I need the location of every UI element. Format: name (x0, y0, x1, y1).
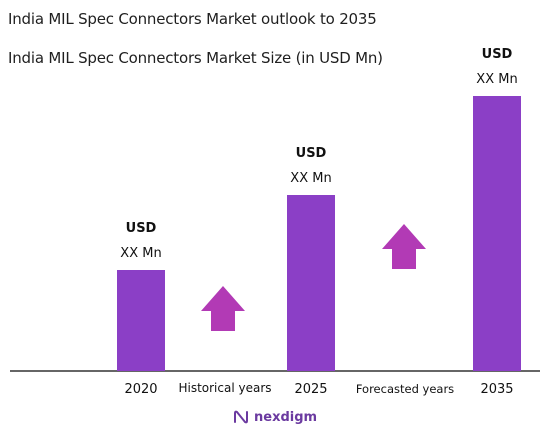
value-label-amount-2020: XX Mn (120, 246, 161, 261)
value-label-unit-2025: USD (296, 146, 327, 161)
period-label-historical: Historical years (178, 381, 271, 395)
brand-logo: nexdigm (233, 409, 317, 425)
bar-2035 (473, 96, 521, 371)
x-tick-label-2035: 2035 (480, 382, 513, 397)
value-label-unit-2035: USD (482, 47, 513, 62)
x-tick-label-2020: 2020 (124, 382, 157, 397)
period-label-forecasted: Forecasted years (356, 382, 454, 396)
value-label-amount-2035: XX Mn (476, 72, 517, 87)
chart-title: India MIL Spec Connectors Market outlook… (8, 10, 377, 28)
nexdigm-logo-icon (234, 410, 248, 424)
growth-arrow-up-icon (382, 224, 426, 269)
bar-2025 (287, 195, 335, 371)
bar-2020 (117, 270, 165, 371)
x-tick-label-2025: 2025 (294, 382, 327, 397)
value-label-amount-2025: XX Mn (290, 171, 331, 186)
brand-name: nexdigm (254, 409, 318, 425)
value-label-unit-2020: USD (126, 221, 157, 236)
growth-arrow-up-icon (201, 286, 245, 331)
chart-subtitle: India MIL Spec Connectors Market Size (i… (8, 49, 383, 67)
